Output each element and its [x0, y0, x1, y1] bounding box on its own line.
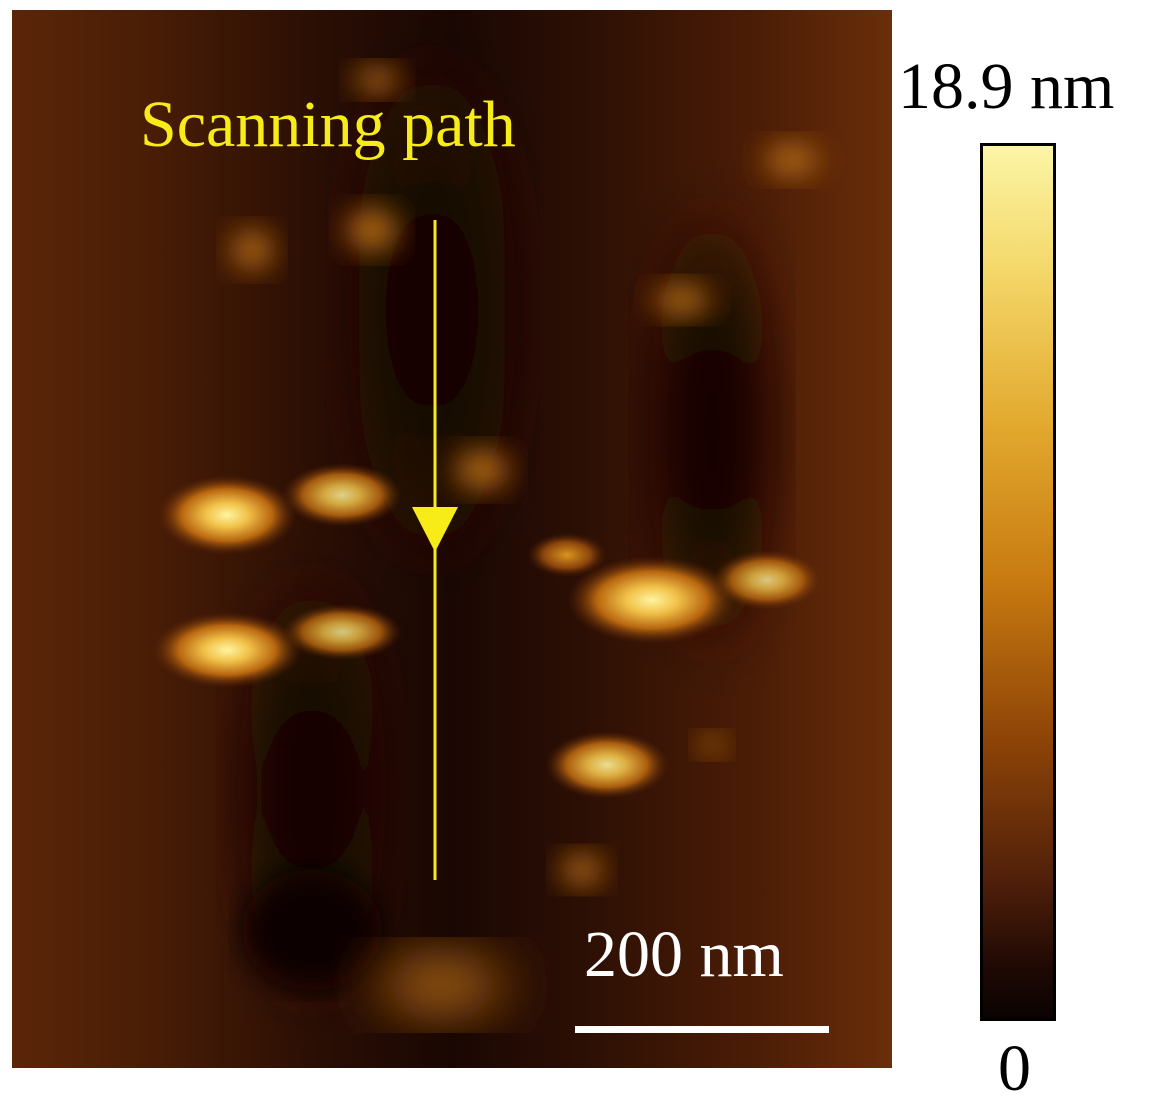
colorbar-max-label: 18.9 nm	[898, 50, 1115, 123]
surface-feature	[345, 62, 409, 98]
bright-molecule	[282, 604, 402, 660]
surface-feature	[750, 136, 834, 184]
surface-feature	[692, 731, 732, 759]
surface-feature	[352, 945, 532, 1025]
surface-feature	[444, 442, 520, 498]
colorbar-min-label: 0	[998, 1032, 1031, 1105]
scanning-path-label: Scanning path	[140, 88, 516, 161]
bright-molecule	[157, 475, 297, 555]
bright-molecule	[527, 533, 607, 577]
afm-height-image	[12, 10, 892, 1068]
surface-feature	[552, 848, 612, 892]
dark-trench	[242, 870, 382, 990]
bright-molecule	[567, 556, 737, 644]
surface-feature	[642, 278, 722, 322]
bright-molecule	[712, 550, 822, 610]
surface-feature	[222, 222, 282, 278]
bright-molecule	[152, 612, 302, 688]
surface-feature	[336, 200, 408, 260]
height-colorbar	[980, 143, 1056, 1021]
scale-bar	[575, 1026, 829, 1033]
afm-topography	[12, 10, 892, 1068]
bright-molecule	[282, 463, 402, 527]
dark-trench	[342, 50, 522, 570]
bright-molecule	[545, 731, 669, 799]
arrow-down-icon	[412, 507, 458, 552]
scale-bar-label: 200 nm	[584, 918, 784, 991]
